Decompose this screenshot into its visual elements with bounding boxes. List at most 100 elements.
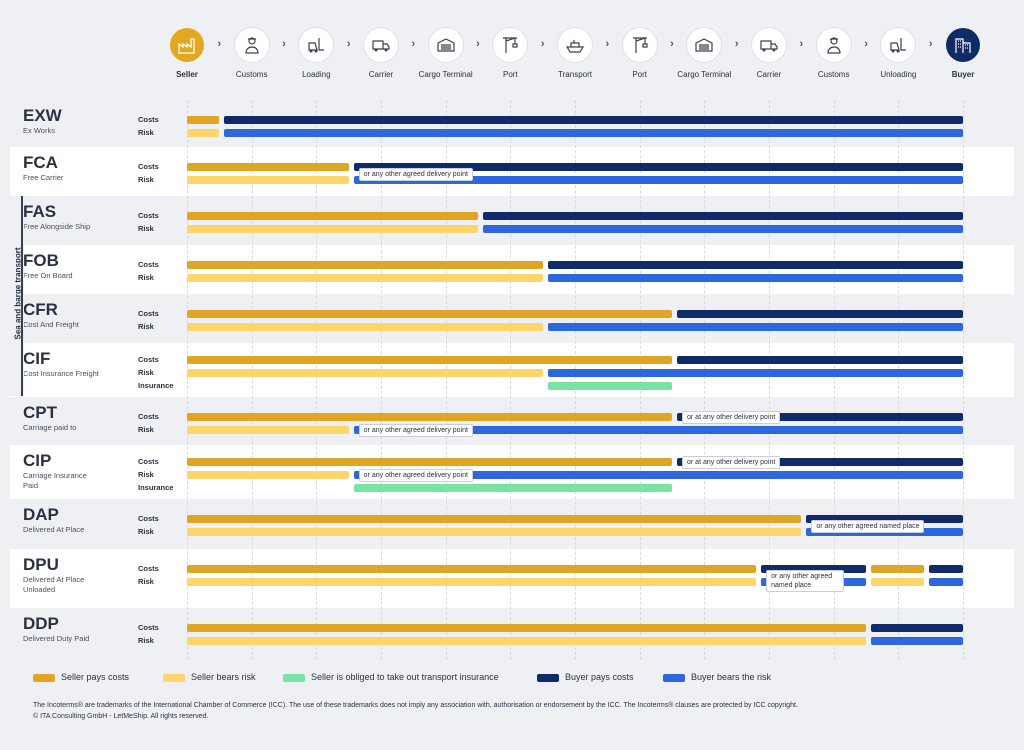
process-step-label: Customs xyxy=(817,70,850,79)
line-label-costs: Costs xyxy=(138,309,159,318)
line-label-risk: Risk xyxy=(138,368,154,377)
incoterm-row-fob xyxy=(10,245,1014,294)
bar-costs-sc xyxy=(187,565,757,573)
line-label-risk: Risk xyxy=(138,636,154,645)
delivery-point-note: or at any other delivery point xyxy=(682,456,781,469)
bar-risk-br xyxy=(353,426,964,434)
line-label-costs: Costs xyxy=(138,162,159,171)
process-step-label: Carrier xyxy=(756,70,782,79)
process-step-label: Cargo Terminal xyxy=(677,70,732,79)
incoterm-row-fas xyxy=(10,196,1014,245)
chevron-right-icon: › xyxy=(605,38,610,50)
chevron-right-icon: › xyxy=(411,38,416,50)
line-label-costs: Costs xyxy=(138,115,159,124)
process-step-label: Cargo Terminal xyxy=(418,70,473,79)
process-step-label: Port xyxy=(632,70,648,79)
legend-label: Buyer pays costs xyxy=(565,672,634,682)
step-guide-line xyxy=(381,100,382,660)
line-label-costs: Costs xyxy=(138,260,159,269)
bar-costs-bc xyxy=(483,212,964,220)
bar-risk-sr xyxy=(187,176,349,184)
forklift-circle xyxy=(299,28,334,62)
process-step-11: Customs xyxy=(802,28,866,79)
bar-risk-sr xyxy=(187,274,543,282)
bar-risk-br xyxy=(547,369,964,377)
incoterm-name: Delivered Duty Paid xyxy=(23,634,90,643)
legend-swatch xyxy=(283,673,305,682)
line-label-costs: Costs xyxy=(138,564,159,573)
chevron-right-icon: › xyxy=(282,38,286,50)
incoterm-row-ddp xyxy=(10,608,1014,658)
legend-item: Seller bears risk xyxy=(163,672,256,682)
process-step-1: Seller xyxy=(155,28,219,79)
process-step-label: Unloading xyxy=(880,70,917,79)
process-step-5: Cargo Terminal xyxy=(414,28,478,79)
process-step-label: Customs xyxy=(235,70,268,79)
incoterm-code: CFR xyxy=(23,300,58,319)
incoterm-code: DAP xyxy=(23,505,59,524)
bar-risk-br xyxy=(547,274,964,282)
process-step-label: Carrier xyxy=(368,70,394,79)
chevron-right-icon: › xyxy=(670,38,674,50)
process-step-6: Port xyxy=(478,28,542,79)
bar-risk-br xyxy=(224,129,964,137)
bar-costs-bc xyxy=(761,565,867,573)
bar-risk-sr xyxy=(187,369,543,377)
customs-officer-icon xyxy=(827,37,841,54)
incoterm-name: Free On Board xyxy=(23,271,73,280)
legend-label: Seller bears risk xyxy=(191,672,256,682)
bar-risk-sr xyxy=(871,578,925,586)
bar-costs-bc xyxy=(677,356,964,364)
chevron-right-icon: › xyxy=(476,38,480,50)
chevron-right-icon: › xyxy=(799,38,804,50)
forklift-icon xyxy=(890,38,907,53)
incoterm-name: Free Alongside Ship xyxy=(23,222,91,231)
process-step-9: Cargo Terminal xyxy=(672,28,736,79)
legend-label: Buyer bears the risk xyxy=(691,672,772,682)
delivery-point-note: or any other agreed named place xyxy=(766,569,845,592)
incoterm-name: Delivered At Place Unloaded xyxy=(23,575,85,594)
truck-icon xyxy=(760,40,778,52)
delivery-point-note: or any other agreed named place xyxy=(811,519,925,533)
line-label-costs: Costs xyxy=(138,514,159,523)
sea-barge-label: Sea and barge transport xyxy=(13,247,23,340)
process-step-8: Port xyxy=(608,28,672,79)
incoterm-name: Carriage Insurance Paid xyxy=(23,471,87,490)
bar-costs-bc xyxy=(677,458,964,466)
forklift-circle xyxy=(881,28,916,62)
bar-costs-sc xyxy=(187,515,802,523)
incoterm-name: Cost Insurance Freight xyxy=(23,369,99,378)
process-step-label: Buyer xyxy=(951,70,975,79)
incoterm-name: Cost And Freight xyxy=(23,320,79,329)
office-building-icon xyxy=(955,38,971,53)
process-step-7: Transport xyxy=(543,28,607,79)
truck-circle xyxy=(364,28,398,62)
legend-label: Seller pays costs xyxy=(61,672,130,682)
legend-item: Buyer bears the risk xyxy=(663,672,771,682)
crane-circle xyxy=(493,28,528,62)
line-label-risk: Risk xyxy=(138,577,154,586)
legend-swatch xyxy=(33,673,55,682)
bar-risk-sr xyxy=(187,426,349,434)
bar-risk-sr xyxy=(187,129,220,137)
step-guide-line xyxy=(445,100,447,660)
line-label-costs: Costs xyxy=(138,457,159,466)
line-label-insurance: Insurance xyxy=(138,483,174,492)
crane-icon xyxy=(503,37,518,53)
process-step-10: Carrier xyxy=(737,28,801,79)
line-label-risk: Risk xyxy=(138,425,154,434)
bar-risk-sr xyxy=(187,323,543,331)
incoterm-row-cfr xyxy=(10,294,1014,343)
line-label-costs: Costs xyxy=(138,623,159,632)
process-step-3: Loading xyxy=(284,28,348,79)
bar-costs-bc xyxy=(806,515,964,523)
ship-icon xyxy=(565,40,585,53)
bar-risk-br xyxy=(929,578,964,586)
incoterm-code: FCA xyxy=(23,153,58,172)
step-guide-line xyxy=(704,100,706,660)
delivery-point-note: or at any other delivery point xyxy=(682,411,781,424)
process-step-13: Buyer xyxy=(931,28,995,79)
legend-item: Seller is obliged to take out transport … xyxy=(283,672,499,682)
crane-circle xyxy=(622,28,657,62)
warehouse-icon xyxy=(437,38,455,52)
